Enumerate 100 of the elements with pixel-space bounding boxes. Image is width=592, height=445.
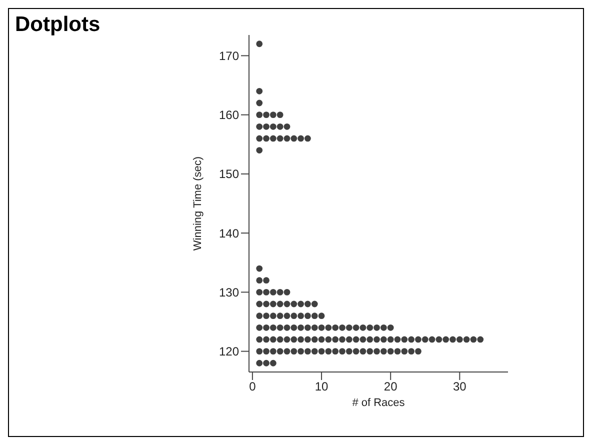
point (276, 324, 284, 331)
point (270, 348, 276, 355)
point (290, 324, 298, 331)
point (263, 360, 270, 366)
point (339, 348, 346, 355)
point (284, 324, 290, 331)
point (270, 135, 276, 142)
point (374, 348, 380, 355)
point (422, 336, 428, 343)
point (256, 360, 263, 366)
point (311, 300, 318, 308)
x-tick-label: 0 (249, 380, 256, 394)
point (304, 336, 311, 343)
point (332, 324, 339, 331)
point (325, 348, 332, 355)
point (332, 348, 339, 355)
point (284, 336, 290, 343)
point (263, 312, 270, 320)
point (387, 336, 394, 343)
y-tick-label: 120 (218, 344, 240, 359)
point (415, 336, 422, 343)
point (311, 348, 318, 355)
point (352, 348, 360, 355)
point (298, 348, 304, 355)
point (270, 336, 276, 343)
point (256, 123, 263, 130)
point (270, 312, 276, 320)
point (256, 135, 263, 142)
point (442, 336, 450, 343)
point (428, 336, 436, 343)
point (374, 324, 380, 331)
point (290, 135, 298, 142)
point (463, 336, 470, 343)
point (256, 112, 263, 118)
point (325, 336, 332, 343)
x-tick-label: 20 (384, 380, 398, 394)
point (270, 324, 276, 331)
point (298, 135, 304, 142)
point (318, 324, 325, 331)
point (284, 312, 290, 320)
point (270, 360, 276, 366)
point (276, 112, 284, 118)
point (360, 348, 366, 355)
point (387, 324, 394, 331)
point (256, 277, 263, 284)
point (470, 336, 477, 343)
point (318, 348, 325, 355)
point (256, 324, 263, 331)
y-tick-label: 170 (218, 48, 240, 63)
point (408, 348, 415, 355)
point (415, 348, 422, 355)
text: Dotplots (15, 13, 100, 37)
point (276, 312, 284, 320)
point (276, 300, 284, 308)
point (263, 288, 270, 296)
point (450, 336, 456, 343)
point (436, 336, 442, 343)
point (276, 336, 284, 343)
point (256, 265, 263, 272)
point (339, 324, 346, 331)
point (270, 300, 276, 308)
y-tick-label: 130 (218, 285, 240, 300)
point (360, 336, 366, 343)
point (256, 88, 263, 94)
point (290, 348, 298, 355)
point (374, 336, 380, 343)
point (401, 348, 408, 355)
point (256, 336, 263, 343)
point (276, 123, 284, 130)
x-axis-title: # of Races (352, 397, 406, 409)
point (284, 135, 290, 142)
y-axis-title: Winning Time (sec) (192, 156, 204, 251)
point (394, 348, 401, 355)
point (290, 300, 298, 308)
point (380, 348, 387, 355)
point (380, 324, 387, 331)
y-tick-label: 150 (218, 167, 240, 182)
point (298, 324, 304, 331)
point (298, 336, 304, 343)
x-tick-label: 30 (452, 380, 467, 394)
point (332, 336, 339, 343)
point (311, 312, 318, 320)
point (352, 336, 360, 343)
point (256, 300, 263, 308)
point (408, 336, 415, 343)
point (263, 123, 270, 130)
point (276, 348, 284, 355)
point (256, 147, 263, 154)
point (284, 288, 290, 296)
point (284, 348, 290, 355)
point (256, 312, 263, 320)
point (311, 336, 318, 343)
point (360, 324, 366, 331)
point (256, 100, 263, 106)
point (339, 336, 346, 343)
point (263, 112, 270, 118)
point (276, 288, 284, 296)
x-tick-label: 10 (314, 380, 329, 394)
point (256, 40, 263, 48)
point (346, 336, 352, 343)
